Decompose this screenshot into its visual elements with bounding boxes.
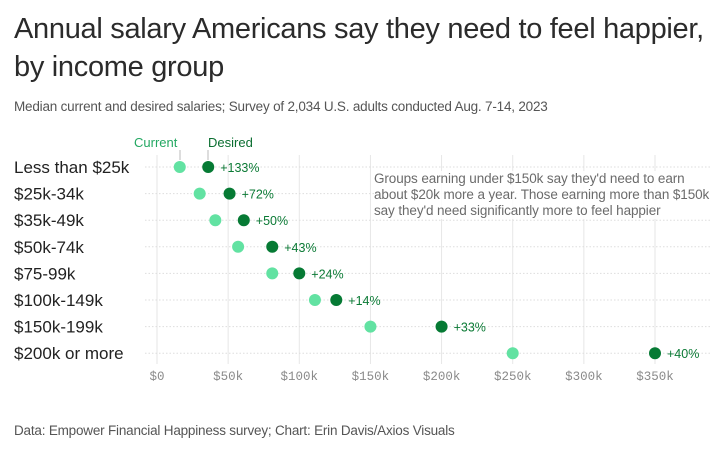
- change-label: +72%: [242, 188, 274, 202]
- change-label: +40%: [667, 347, 699, 361]
- category-label: $50k-74k: [14, 238, 84, 257]
- chart-subtitle: Median current and desired salaries; Sur…: [14, 99, 548, 114]
- current-dot: [209, 214, 222, 227]
- data-layer: +133% +72% +50% +43% +24% +14% +33% +40%: [173, 161, 699, 361]
- current-dot: [173, 161, 186, 173]
- current-dot: [506, 347, 519, 360]
- x-tick-label: $50k: [213, 370, 243, 384]
- legend-current: Current: [134, 135, 178, 150]
- chart-title: Annual salary Americans say they need to…: [14, 13, 704, 83]
- legend: Current Desired: [134, 135, 253, 160]
- x-axis-ticks: $0 $50k $100k $150k $200k $250k $300k $350k: [149, 370, 673, 384]
- change-label: +24%: [311, 267, 343, 281]
- x-tick-label: $100k: [281, 370, 319, 384]
- desired-dot: [435, 320, 448, 333]
- category-label: $150k-199k: [14, 318, 103, 337]
- category-label: $25k-34k: [14, 185, 84, 204]
- chart-source: Data: Empower Financial Happiness survey…: [14, 423, 455, 438]
- desired-dot: [649, 347, 661, 360]
- x-tick-label: $300k: [565, 370, 603, 384]
- category-labels: Less than $25k $25k-34k $35k-49k $50k-74k $7…: [14, 158, 130, 363]
- current-dot: [193, 187, 206, 200]
- change-label: +43%: [284, 241, 316, 255]
- x-tick-label: $350k: [636, 370, 674, 384]
- current-dot: [266, 267, 279, 280]
- desired-dot: [202, 161, 215, 173]
- change-label: +14%: [348, 294, 380, 308]
- x-tick-label: $250k: [494, 370, 532, 384]
- x-tick-label: $150k: [352, 370, 390, 384]
- category-label: $75-99k: [14, 264, 76, 283]
- chart-annotation: Groups earning under $150k say they'd ne…: [374, 171, 714, 219]
- category-label: $35k-49k: [14, 211, 84, 230]
- change-label: +50%: [256, 214, 288, 228]
- category-label: Less than $25k: [14, 158, 130, 177]
- desired-dot: [237, 214, 250, 227]
- change-label: +133%: [220, 161, 259, 175]
- current-dot: [364, 320, 377, 333]
- change-label: +33%: [454, 321, 486, 335]
- x-tick-label: $0: [149, 370, 164, 384]
- current-dot: [308, 294, 321, 306]
- category-label: $100k-149k: [14, 291, 103, 310]
- desired-dot: [266, 240, 279, 253]
- desired-dot: [293, 267, 306, 280]
- desired-dot: [223, 187, 236, 200]
- x-tick-label: $200k: [423, 370, 461, 384]
- current-dot: [232, 240, 245, 253]
- category-label: $200k or more: [14, 344, 124, 363]
- legend-desired: Desired: [208, 135, 253, 150]
- desired-dot: [330, 294, 343, 306]
